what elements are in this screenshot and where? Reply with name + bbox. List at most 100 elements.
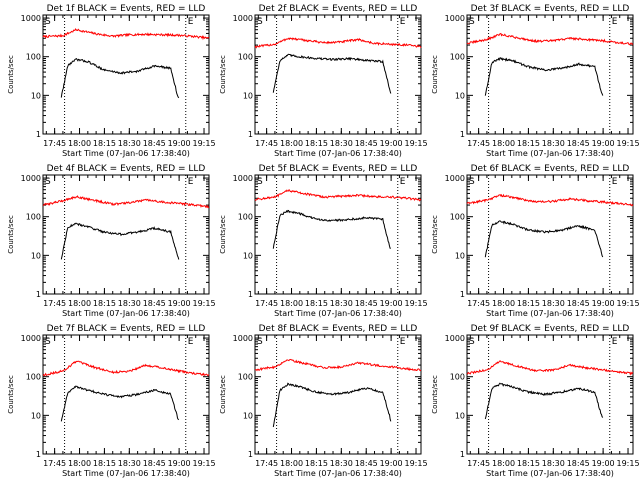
x-tick-label: 19:00 <box>380 459 403 468</box>
y-axis-label: Counts/sec <box>219 215 227 254</box>
x-tick-label: 17:45 <box>467 459 490 468</box>
x-tick-label: 18:45 <box>567 459 590 468</box>
y-tick-label: 10 <box>243 91 253 100</box>
start-marker: S <box>469 177 475 187</box>
x-axis-label: Start Time (07-Jan-06 17:38:40) <box>274 149 402 158</box>
panel-5: Det 5f BLACK = Events, RED = LLD 1 10 100 10… <box>219 164 428 318</box>
x-tick-label: 19:00 <box>168 139 191 148</box>
panel-title: Det 3f BLACK = Events, RED = LLD <box>471 4 630 14</box>
x-tick-label: 17:45 <box>43 459 66 468</box>
end-marker: E <box>400 177 406 187</box>
y-axis-label: Counts/sec <box>431 55 439 94</box>
end-marker: E <box>612 177 618 187</box>
x-tick-label: 19:15 <box>404 139 427 148</box>
x-tick-label: 18:00 <box>68 139 91 148</box>
x-tick-label: 18:30 <box>118 299 141 308</box>
panel-8: Det 8f BLACK = Events, RED = LLD 1 10 100 10… <box>219 324 428 478</box>
panel-title: Det 2f BLACK = Events, RED = LLD <box>259 4 418 14</box>
x-tick-label: 18:45 <box>143 139 166 148</box>
x-tick-label: 18:15 <box>93 139 116 148</box>
x-tick-label: 18:00 <box>68 459 91 468</box>
panel-title: Det 8f BLACK = Events, RED = LLD <box>259 324 418 334</box>
end-marker: E <box>188 337 194 347</box>
plot-frame <box>254 334 422 455</box>
x-tick-label: 18:45 <box>355 139 378 148</box>
x-tick-label: 19:15 <box>404 459 427 468</box>
y-tick-label: 100 <box>26 213 41 222</box>
x-tick-label: 17:45 <box>467 139 490 148</box>
x-tick-label: 18:30 <box>542 139 565 148</box>
x-tick-label: 19:00 <box>168 459 191 468</box>
y-tick-label: 1 <box>248 130 253 139</box>
x-tick-label: 19:15 <box>616 299 639 308</box>
panel-title: Det 7f BLACK = Events, RED = LLD <box>47 324 206 334</box>
y-tick-label: 1 <box>460 450 465 459</box>
x-tick-label: 18:00 <box>280 299 303 308</box>
x-tick-label: 19:00 <box>592 139 615 148</box>
y-tick-label: 1000 <box>445 334 465 343</box>
y-tick-label: 100 <box>238 213 253 222</box>
y-tick-label: 100 <box>238 373 253 382</box>
x-tick-label: 19:15 <box>404 299 427 308</box>
panel-1: Det 1f BLACK = Events, RED = LLD 1 10 100 10… <box>7 4 216 158</box>
x-tick-label: 18:30 <box>330 459 353 468</box>
y-tick-label: 10 <box>455 411 465 420</box>
x-tick-label: 18:30 <box>542 299 565 308</box>
end-marker: E <box>188 177 194 187</box>
start-marker: S <box>257 337 263 347</box>
lld-series-line <box>466 360 633 376</box>
start-marker: S <box>257 177 263 187</box>
plot-frame <box>254 174 422 295</box>
y-tick-label: 100 <box>238 53 253 62</box>
x-tick-label: 19:15 <box>192 299 215 308</box>
x-axis-label: Start Time (07-Jan-06 17:38:40) <box>486 149 614 158</box>
x-tick-label: 18:45 <box>355 299 378 308</box>
y-tick-label: 1 <box>36 130 41 139</box>
y-tick-label: 1 <box>36 450 41 459</box>
lld-series-line <box>42 360 210 377</box>
x-tick-label: 19:00 <box>592 299 615 308</box>
x-tick-label: 18:15 <box>305 299 328 308</box>
panel-title: Det 9f BLACK = Events, RED = LLD <box>471 324 630 334</box>
panel-title: Det 4f BLACK = Events, RED = LLD <box>47 164 206 174</box>
x-tick-label: 18:45 <box>143 459 166 468</box>
end-marker: E <box>612 337 618 347</box>
y-axis-label: Counts/sec <box>431 375 439 414</box>
x-tick-label: 17:45 <box>43 299 66 308</box>
x-tick-label: 18:15 <box>517 139 540 148</box>
y-tick-label: 1000 <box>233 334 253 343</box>
x-axis-label: Start Time (07-Jan-06 17:38:40) <box>486 309 614 318</box>
x-tick-label: 18:15 <box>517 459 540 468</box>
y-tick-label: 100 <box>450 213 465 222</box>
x-axis-label: Start Time (07-Jan-06 17:38:40) <box>274 469 402 478</box>
x-axis-label: Start Time (07-Jan-06 17:38:40) <box>274 309 402 318</box>
x-tick-label: 18:15 <box>305 139 328 148</box>
y-tick-label: 1 <box>248 290 253 299</box>
plot-frame <box>254 14 422 135</box>
y-tick-label: 1 <box>460 290 465 299</box>
y-axis-label: Counts/sec <box>219 55 227 94</box>
end-marker: E <box>400 337 406 347</box>
y-tick-label: 100 <box>450 53 465 62</box>
panel-title: Det 1f BLACK = Events, RED = LLD <box>47 4 206 14</box>
x-tick-label: 18:15 <box>93 459 116 468</box>
x-tick-label: 17:45 <box>255 299 278 308</box>
x-tick-label: 18:00 <box>68 299 91 308</box>
x-tick-label: 18:00 <box>280 459 303 468</box>
end-marker: E <box>400 17 406 27</box>
y-tick-label: 10 <box>31 251 41 260</box>
end-marker: E <box>188 17 194 27</box>
y-tick-label: 1000 <box>233 174 253 183</box>
x-tick-label: 18:45 <box>143 299 166 308</box>
events-series-line <box>484 57 604 96</box>
plot-frame <box>466 174 634 295</box>
panel-4: Det 4f BLACK = Events, RED = LLD 1 10 100 10… <box>7 164 216 318</box>
lld-series-line <box>466 193 634 207</box>
y-tick-label: 1 <box>36 290 41 299</box>
x-tick-label: 19:00 <box>380 299 403 308</box>
panel-2: Det 2f BLACK = Events, RED = LLD 1 10 100 10… <box>219 4 428 158</box>
y-tick-label: 1000 <box>21 174 41 183</box>
lld-series-line <box>42 195 209 209</box>
x-tick-label: 17:45 <box>255 459 278 468</box>
